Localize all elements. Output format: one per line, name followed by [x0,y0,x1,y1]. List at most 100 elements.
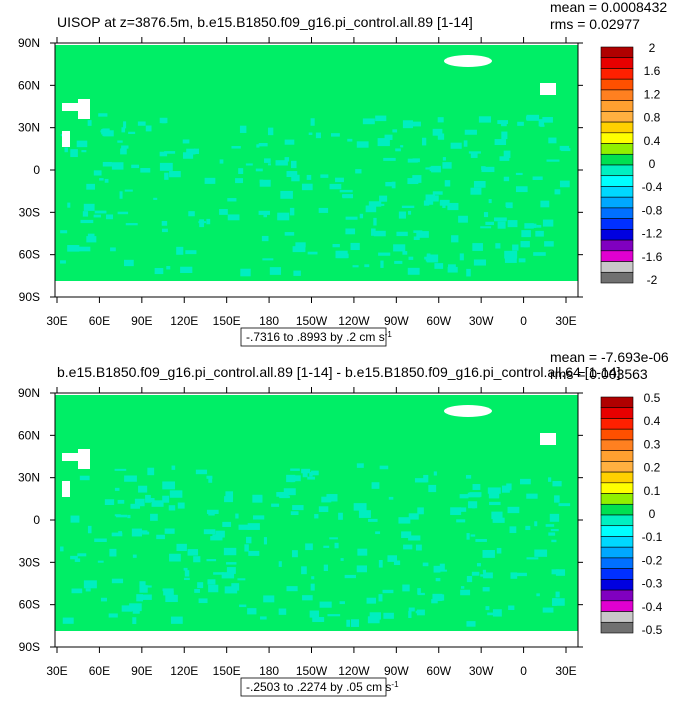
lat-label: 90S [19,290,40,304]
cyan-patch [247,523,260,530]
cyan-patch [124,475,137,482]
lat-label: 60S [19,248,40,262]
cyan-patch [408,210,412,215]
cyan-patch [142,531,150,535]
colorbar-box [600,111,634,123]
cyan-patch [554,495,560,503]
cyan-patch [412,158,420,163]
cyan-patch [311,576,315,580]
cyan-patch [555,591,560,598]
cyan-patch [208,476,213,483]
cyan-patch [164,151,176,154]
lat-label: 0 [33,163,40,177]
lon-label: 60E [89,314,110,328]
lat-label: 90S [19,640,40,654]
cyan-patch [301,468,311,474]
cyan-patch [466,575,473,583]
cyan-patch [99,178,104,181]
colorbar-label: -1.6 [642,250,663,264]
mean-label: mean = -7.693e-06 [550,349,669,365]
cyan-patch [396,231,408,237]
cyan-patch [491,511,503,520]
colorbar-box [600,153,634,166]
cyan-patch [256,144,260,148]
cyan-patch [199,219,205,228]
cyan-patch [326,494,338,502]
colorbar-box [600,514,634,527]
lon-label: 30E [46,664,67,678]
colorbar-box [600,271,634,284]
cyan-patch [432,191,443,195]
lon-label: 60E [89,664,110,678]
cyan-patch [215,530,225,538]
cyan-patch [161,118,167,124]
cyan-patch [161,220,168,226]
colorbar-label: 1.2 [644,87,661,101]
cyan-patch [356,463,364,468]
cyan-patch [432,128,443,136]
cyan-patch [437,133,445,140]
colorbar-label: 2 [649,41,656,55]
cyan-patch [121,145,129,149]
cyan-patch [472,243,483,251]
colorbar-label: -0.1 [642,530,663,544]
cyan-patch [87,525,92,534]
lat-label: 60S [19,598,40,612]
cyan-patch [466,268,471,277]
cyan-patch [468,151,481,154]
lat-label: 90N [18,386,40,400]
cyan-patch [86,183,96,190]
colorbar-box [600,207,634,219]
lon-label: 120W [338,664,370,678]
cyan-patch [432,593,443,602]
cyan-patch [114,487,120,491]
cyan-patch [362,118,375,125]
cyan-patch [417,507,424,515]
cyan-patch [526,493,538,499]
cyan-patch [482,569,486,573]
cyan-patch [464,129,477,135]
cyan-patch [213,572,224,575]
cyan-patch [283,488,296,496]
cyan-patch [387,555,398,562]
cyan-patch [339,189,353,193]
cyan-patch [82,211,89,217]
colorbar-box [600,186,634,198]
cyan-patch [93,170,102,176]
cyan-patch [127,514,131,519]
cyan-patch [70,555,78,560]
cyan-patch [559,145,570,151]
cyan-patch [437,117,444,123]
land-mask [62,481,70,497]
cyan-patch [331,133,340,137]
cyan-patch [184,577,190,581]
cyan-patch [382,589,394,594]
cyan-patch [380,260,384,268]
cyan-patch [476,563,481,567]
cyan-patch [83,580,97,589]
cyan-patch [422,562,429,567]
cyan-patch [67,245,80,252]
colorbar-label: 0.4 [644,134,661,148]
cyan-patch [347,138,353,142]
colorbar-box [600,461,634,473]
cyan-patch [77,553,87,557]
cyan-patch [408,535,421,541]
cyan-patch [485,221,495,226]
colorbar-box [600,46,634,59]
cyan-patch [433,471,437,476]
cyan-patch [247,608,257,615]
cyan-patch [540,200,550,208]
lat-label: 60N [18,78,40,92]
cyan-patch [100,597,107,602]
cyan-patch [132,554,137,558]
cyan-patch [269,267,282,275]
cyan-patch [314,514,319,519]
cyan-patch [373,217,377,226]
cyan-patch [186,148,196,155]
cyan-patch [356,141,369,148]
cyan-patch [259,179,271,187]
cyan-patch [465,475,472,479]
cyan-patch [451,235,459,243]
cyan-patch [318,207,329,213]
